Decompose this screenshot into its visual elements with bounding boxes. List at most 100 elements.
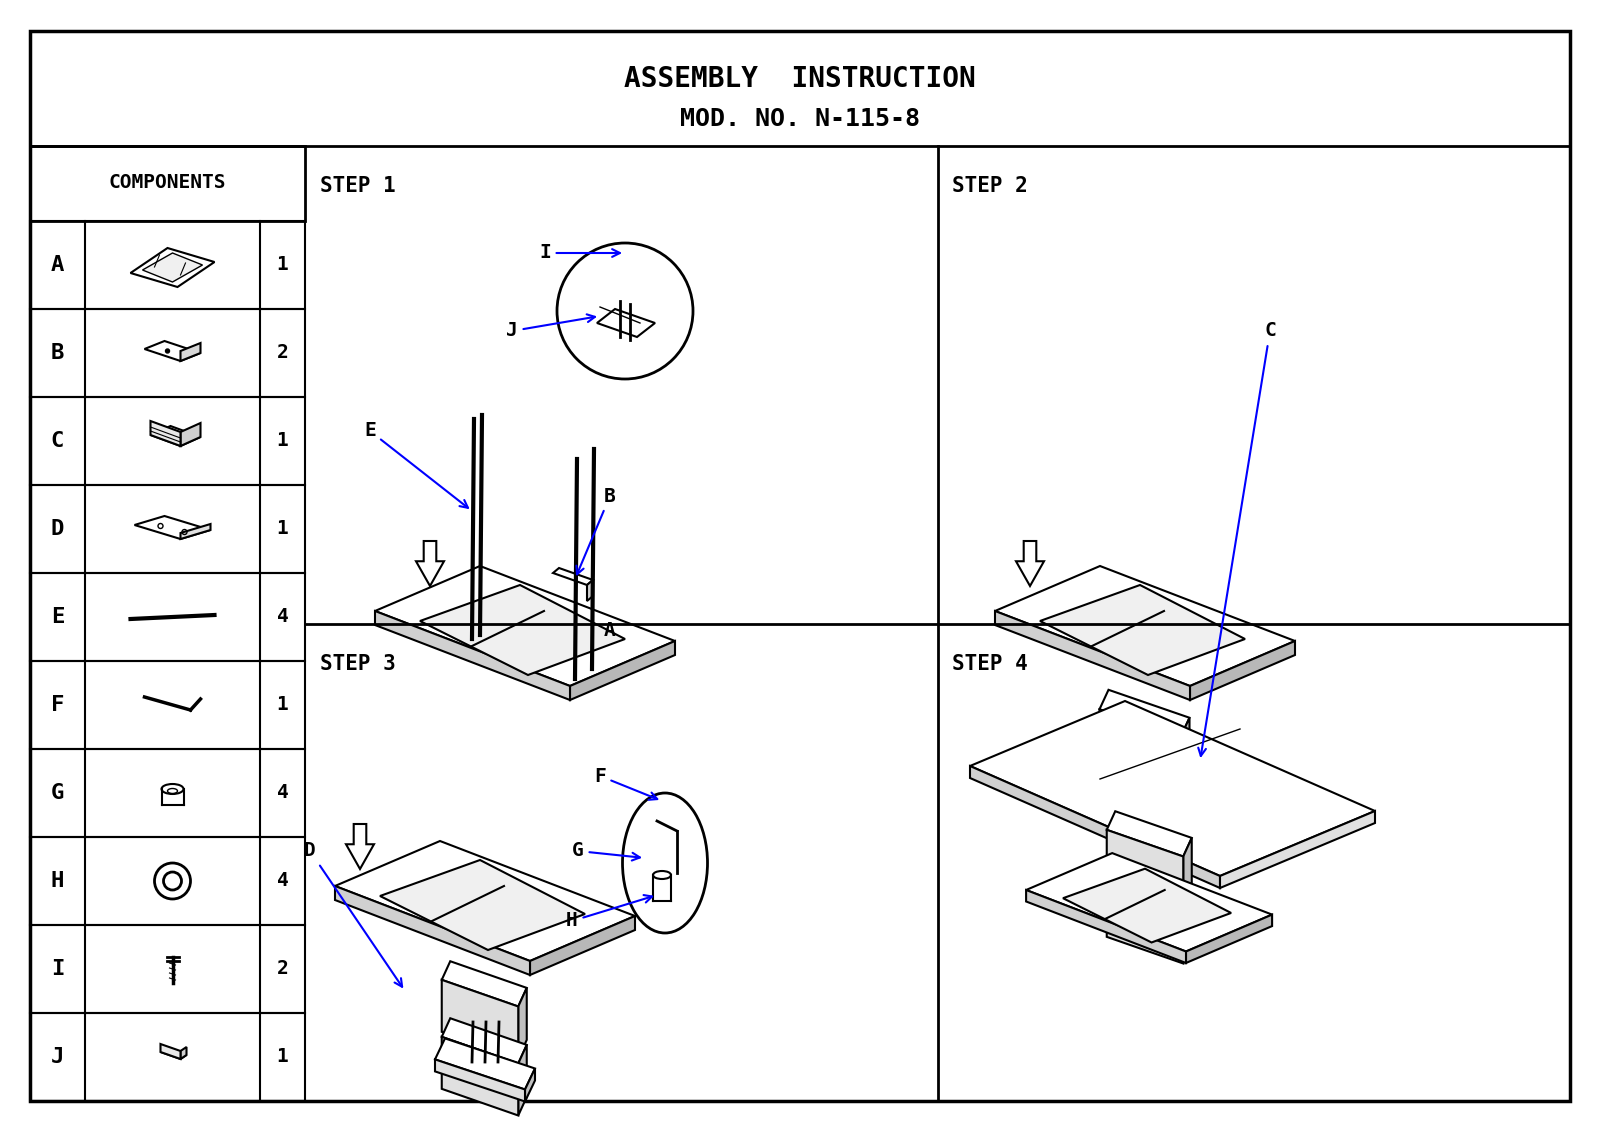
Text: STEP 4: STEP 4	[952, 654, 1029, 673]
Text: F: F	[594, 767, 658, 800]
Polygon shape	[525, 1069, 534, 1102]
Text: E: E	[51, 607, 64, 627]
Text: MOD. NO. N-115-8: MOD. NO. N-115-8	[680, 107, 920, 131]
Bar	[30, 837, 306, 925]
Polygon shape	[374, 566, 675, 687]
Bar	[30, 309, 306, 397]
Polygon shape	[970, 701, 1374, 877]
Polygon shape	[442, 1037, 518, 1115]
Polygon shape	[1184, 838, 1192, 908]
Polygon shape	[1026, 853, 1272, 951]
Text: A: A	[605, 622, 616, 640]
Text: A: A	[51, 254, 64, 275]
Polygon shape	[1026, 890, 1186, 962]
Text: 1: 1	[277, 1047, 288, 1067]
Text: COMPONENTS: COMPONENTS	[109, 173, 226, 192]
Text: 1: 1	[277, 519, 288, 538]
Polygon shape	[150, 421, 181, 446]
Bar	[30, 485, 306, 573]
Polygon shape	[134, 516, 211, 539]
Polygon shape	[442, 979, 518, 1059]
Text: I: I	[539, 243, 619, 262]
Text: E: E	[365, 422, 467, 508]
Text: 1: 1	[277, 432, 288, 450]
Bar	[30, 31, 1570, 146]
Text: 4: 4	[277, 872, 288, 890]
Text: D: D	[304, 841, 402, 986]
Text: F: F	[51, 696, 64, 715]
Polygon shape	[570, 641, 675, 700]
Bar	[30, 221, 306, 309]
Text: C: C	[51, 431, 64, 451]
Polygon shape	[1221, 811, 1374, 888]
Polygon shape	[530, 916, 635, 975]
Text: G: G	[51, 783, 64, 803]
Polygon shape	[597, 309, 654, 337]
Polygon shape	[334, 886, 530, 975]
Circle shape	[165, 349, 170, 353]
Polygon shape	[1181, 718, 1189, 797]
Polygon shape	[554, 568, 594, 585]
Polygon shape	[160, 1048, 187, 1059]
Text: D: D	[51, 519, 64, 539]
Text: 1: 1	[277, 696, 288, 715]
Text: 2: 2	[277, 959, 288, 978]
Text: B: B	[576, 486, 616, 575]
Polygon shape	[1099, 690, 1189, 737]
Polygon shape	[160, 1044, 181, 1059]
Text: I: I	[51, 959, 64, 979]
Bar	[30, 661, 306, 749]
Text: 2: 2	[277, 344, 288, 363]
Polygon shape	[1099, 754, 1189, 802]
Polygon shape	[518, 1045, 526, 1115]
Polygon shape	[419, 585, 626, 675]
Polygon shape	[142, 253, 203, 282]
Polygon shape	[1016, 541, 1043, 586]
Polygon shape	[1181, 783, 1189, 862]
Polygon shape	[1107, 884, 1184, 964]
Polygon shape	[131, 248, 214, 287]
Polygon shape	[1062, 869, 1230, 942]
Polygon shape	[144, 342, 200, 361]
Polygon shape	[181, 423, 200, 446]
Polygon shape	[346, 824, 374, 869]
Polygon shape	[435, 1060, 525, 1102]
Text: J: J	[506, 314, 595, 340]
Text: 4: 4	[277, 607, 288, 627]
Text: G: G	[573, 841, 640, 861]
Polygon shape	[970, 766, 1221, 888]
Bar	[30, 573, 306, 661]
Text: H: H	[51, 871, 64, 891]
Polygon shape	[442, 961, 526, 1007]
Bar	[30, 925, 306, 1013]
Polygon shape	[1184, 892, 1192, 964]
Polygon shape	[518, 987, 526, 1059]
Bar	[30, 146, 306, 221]
Polygon shape	[416, 541, 445, 586]
Polygon shape	[995, 566, 1294, 687]
Polygon shape	[587, 580, 594, 601]
Bar	[30, 1013, 306, 1100]
Text: B: B	[51, 343, 64, 363]
Bar	[30, 397, 306, 485]
Text: H: H	[566, 895, 653, 931]
Polygon shape	[1107, 811, 1192, 856]
Text: 4: 4	[277, 784, 288, 803]
Polygon shape	[1107, 830, 1184, 908]
Polygon shape	[995, 611, 1190, 700]
Polygon shape	[1040, 585, 1245, 675]
Polygon shape	[374, 611, 570, 700]
Polygon shape	[1099, 775, 1181, 862]
Text: J: J	[51, 1047, 64, 1067]
Polygon shape	[1190, 641, 1294, 700]
Polygon shape	[1186, 915, 1272, 962]
Polygon shape	[181, 1047, 187, 1059]
Polygon shape	[334, 841, 635, 961]
Polygon shape	[181, 343, 200, 361]
Text: C: C	[1198, 321, 1275, 756]
Polygon shape	[1107, 866, 1192, 912]
Polygon shape	[1099, 709, 1181, 797]
Text: STEP 1: STEP 1	[320, 176, 395, 196]
Text: STEP 3: STEP 3	[320, 654, 395, 673]
Text: STEP 2: STEP 2	[952, 176, 1029, 196]
